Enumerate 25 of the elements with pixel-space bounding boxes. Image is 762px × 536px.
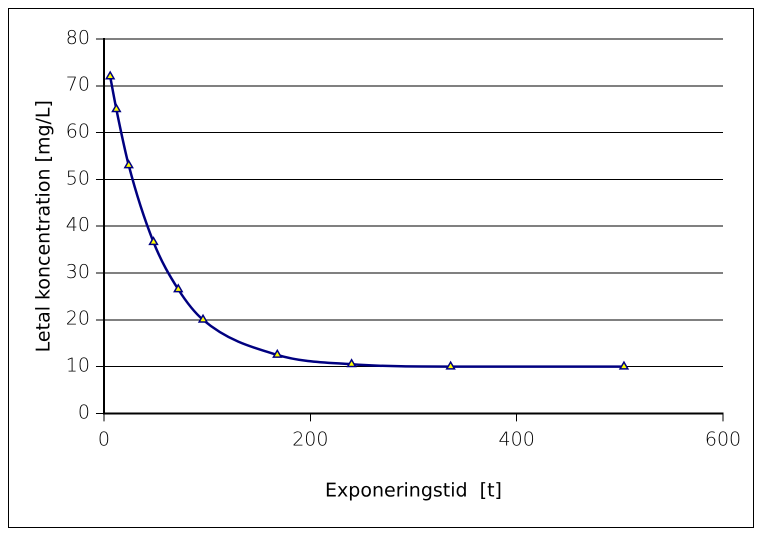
y-tick-label: 60 (66, 120, 90, 143)
y-tick-label: 0 (78, 401, 90, 424)
point (198, 314, 208, 323)
y-tick-label: 30 (66, 260, 90, 283)
x-tick-label: 600 (704, 428, 742, 451)
point (272, 350, 282, 358)
y-axis-title: Letal koncentration [mg/L] (32, 100, 54, 352)
point (446, 361, 456, 370)
x-axis-title: Exponeringstid [t] (325, 480, 502, 502)
y-tick-label: 10 (66, 354, 90, 377)
y-tick-label: 20 (66, 308, 90, 330)
y-tick-label: 40 (66, 214, 90, 236)
point (174, 284, 183, 292)
point (619, 361, 629, 370)
point (106, 71, 115, 80)
point (112, 104, 122, 112)
y-tick-label: 80 (66, 26, 90, 49)
point (148, 236, 158, 246)
x-tick-label: 0 (98, 428, 110, 451)
y-tick-label: 70 (66, 74, 90, 96)
point (124, 160, 134, 168)
x-tick-label: 400 (498, 428, 535, 451)
x-tick-label: 200 (292, 428, 328, 451)
point (346, 359, 356, 368)
y-tick-label: 50 (66, 167, 90, 190)
